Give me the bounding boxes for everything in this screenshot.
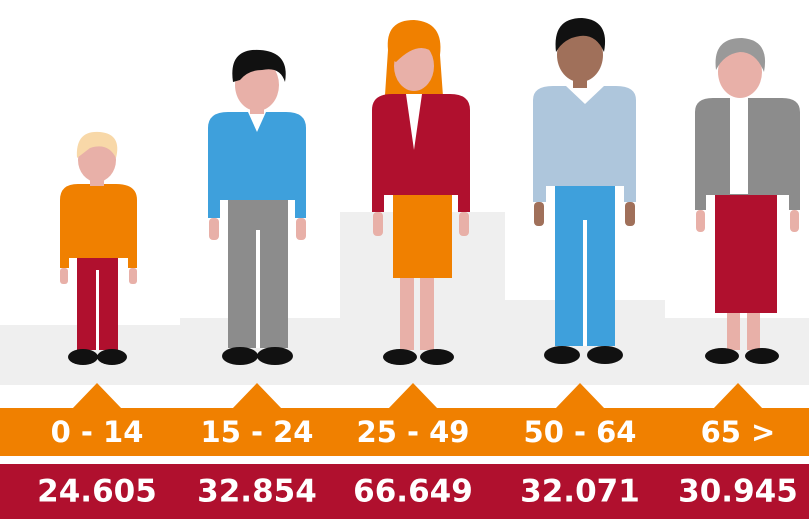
age-label: 15 - 24 xyxy=(201,415,314,449)
figure-older-woman xyxy=(695,38,800,364)
population-value: 32.071 xyxy=(520,474,640,510)
age-label: 0 - 14 xyxy=(51,415,144,449)
age-label: 50 - 64 xyxy=(524,415,637,449)
figure-young-man xyxy=(208,50,306,365)
population-value: 24.605 xyxy=(37,474,157,510)
population-value: 30.945 xyxy=(678,474,798,510)
age-label: 65 > xyxy=(701,415,776,449)
age-label: 25 - 49 xyxy=(357,415,470,449)
population-value: 32.854 xyxy=(197,474,317,510)
population-value: 66.649 xyxy=(353,474,473,510)
infographic: 0 - 14 24.605 15 - 24 32.854 25 - 49 66.649 50… xyxy=(0,0,809,519)
